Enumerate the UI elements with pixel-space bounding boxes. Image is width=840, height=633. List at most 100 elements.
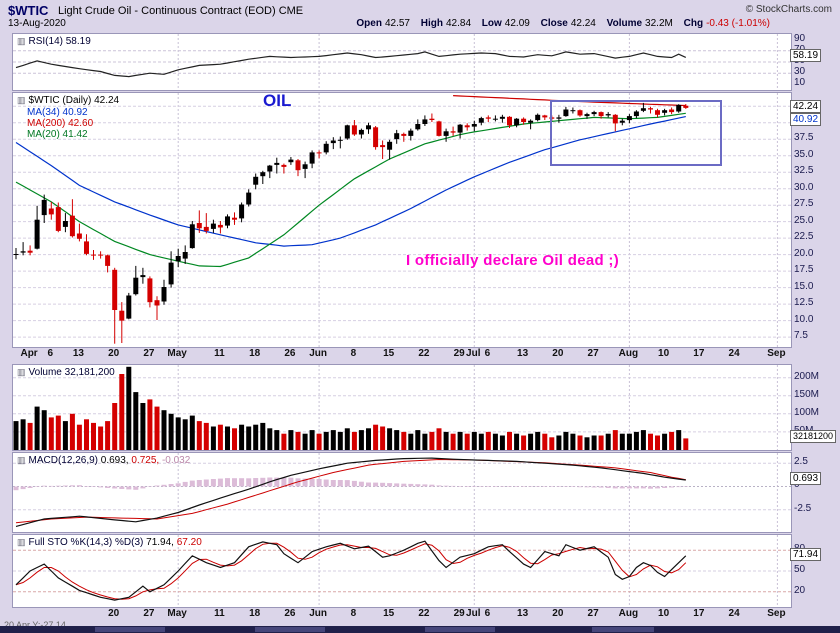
volume-legend-text: Volume 32,181,200 [28, 367, 115, 378]
chart-date: 13-Aug-2020 [8, 18, 66, 29]
y-axis-tick: 100M [794, 406, 820, 418]
chart-title: Light Crude Oil - Continuous Contract (E… [58, 5, 304, 17]
price-legend-text: $WTIC (Daily) 42.24 [28, 95, 120, 106]
sto-d-value: 67.20 [176, 537, 202, 548]
x-axis-label: 27 [587, 608, 599, 619]
x-axis-label: 11 [214, 608, 225, 619]
price-legend: ▥ $WTIC (Daily) 42.24 [17, 95, 119, 106]
x-axis-label: 26 [284, 608, 296, 619]
x-axis-label: 20 [108, 348, 120, 359]
y-axis-tick: 27.5 [794, 198, 814, 210]
x-axis-label: Jun [309, 608, 328, 619]
x-axis-label: 27 [587, 348, 599, 359]
x-axis-label: 22 [418, 608, 430, 619]
y-axis-tick: 7.5 [794, 330, 808, 342]
chg-value: -0.43 (-1.01%) [706, 18, 770, 29]
rsi-legend: ▥ RSI(14) 58.19 [17, 36, 91, 47]
panel-icon: ▥ [17, 455, 26, 465]
oil-annotation: OIL [263, 91, 292, 110]
symbol: $WTIC [8, 3, 49, 18]
x-axis-label: Sep [767, 348, 786, 359]
x-axis-label: 17 [693, 348, 705, 359]
x-axis-label: 17 [693, 608, 705, 619]
stochastic-panel: ▥ Full STO %K(14,3) %D(3) 71.94, 67.20 [12, 534, 792, 608]
x-axis-label: Jul [466, 348, 481, 359]
volume-panel: ▥ Volume 32,181,200 [12, 364, 792, 451]
annotation-box [550, 100, 722, 166]
p-sto-plot [13, 535, 791, 607]
y-axis-tick: 17.5 [794, 264, 814, 276]
y-axis-tick: 12.5 [794, 297, 814, 309]
x-axis-label: 11 [214, 348, 225, 359]
x-axis-label: 8 [350, 608, 357, 619]
x-axis-label: 18 [249, 348, 261, 359]
taskbar-segment [425, 627, 495, 632]
chart-header: $WTIC Light Crude Oil - Continuous Contr… [0, 0, 840, 32]
taskbar-segment [95, 627, 165, 632]
volume-value: 32.2M [645, 18, 673, 29]
macd-legend: ▥ MACD(12,26,9) 0.693, 0.725, -0.032 [17, 455, 190, 466]
x-axis-label: 29 [453, 608, 465, 619]
x-axis-label: 27 [143, 608, 155, 619]
x-axis-label: 10 [658, 608, 670, 619]
x-axis-label: 6 [484, 348, 491, 359]
y-axis-tick: 15.0 [794, 280, 814, 292]
x-axis-label: 18 [249, 608, 261, 619]
y-axis-tick: 37.5 [794, 132, 814, 144]
y-axis-tick: 150M [794, 388, 820, 400]
panel-icon: ▥ [17, 95, 26, 105]
panel-icon: ▥ [17, 367, 26, 377]
x-axis-label: Apr [20, 348, 38, 359]
sto-k-value: 71.94, [146, 537, 174, 548]
chg-label: Chg [683, 18, 704, 29]
x-axis-label: 24 [728, 608, 740, 619]
x-axis-lower: 20 27 May 11 18 26 Jun 8 15 22 29 Jul 6 13 20 27 Aug 10 17… [0, 608, 840, 620]
open-value: 42.57 [384, 18, 410, 29]
close-value: 42.24 [570, 18, 596, 29]
x-axis-label: 15 [383, 608, 395, 619]
rsi-panel: ▥ RSI(14) 58.19 [12, 33, 792, 91]
x-axis-label: 26 [284, 348, 296, 359]
y-axis-tick: 30.0 [794, 181, 814, 193]
x-axis-label: May [167, 608, 187, 619]
x-axis-label: 22 [418, 348, 430, 359]
y-axis-tick: 90 [794, 32, 806, 44]
low-value: 42.09 [504, 18, 530, 29]
macd-hist-value: -0.032 [161, 455, 191, 466]
oil-dead-annotation: I officially declare Oil dead ;) [406, 252, 619, 269]
open-label: Open [356, 18, 382, 29]
ma34-legend: MA(34) 40.92 [27, 107, 88, 118]
quote-line: Open 42.57 High 42.84 Low 42.09 Close 42.24 … [348, 18, 770, 29]
price-panel: ▥ $WTIC (Daily) 42.24 MA(34) 40.92 MA(200… [12, 91, 792, 348]
y-axis-tick: 200M [794, 370, 820, 382]
y-axis-tick: 50 [794, 564, 806, 575]
macd-panel: ▥ MACD(12,26,9) 0.693, 0.725, -0.032 [12, 452, 792, 533]
y-axis-tick: 22.5 [794, 231, 814, 243]
x-axis-label: Jun [309, 348, 328, 359]
y-axis-tick: 25.0 [794, 214, 814, 226]
y-axis-tick: 20.0 [794, 247, 814, 259]
y-axis-tick: 20 [794, 584, 806, 596]
offscale-note: 20 Apr Y:-27.14 [4, 620, 66, 630]
ma20-legend: MA(20) 41.42 [27, 129, 88, 140]
volume-legend: ▥ Volume 32,181,200 [17, 367, 115, 378]
ma34-value-box: 40.92 [790, 112, 822, 126]
y-axis-tick: 30 [794, 66, 806, 78]
x-axis-label: 15 [383, 348, 395, 359]
high-value: 42.84 [445, 18, 472, 29]
p-vol-plot [13, 365, 791, 450]
y-axis-tick: 35.0 [794, 148, 814, 160]
volume-value-box: 32181200 [790, 430, 837, 444]
x-axis-label: 10 [658, 348, 670, 359]
panel-icon: ▥ [17, 36, 26, 46]
macd-signal-value: 0.725, [131, 455, 160, 466]
x-axis-label: 13 [72, 348, 84, 359]
macd-value-box: 0.693 [790, 472, 822, 486]
x-axis-label: 8 [350, 348, 357, 359]
x-axis-label: Aug [618, 608, 639, 619]
taskbar-strip [0, 626, 840, 633]
x-axis-label: 20 [552, 348, 564, 359]
y-axis-tick: 10 [794, 77, 806, 89]
x-axis-label: 13 [517, 608, 529, 619]
